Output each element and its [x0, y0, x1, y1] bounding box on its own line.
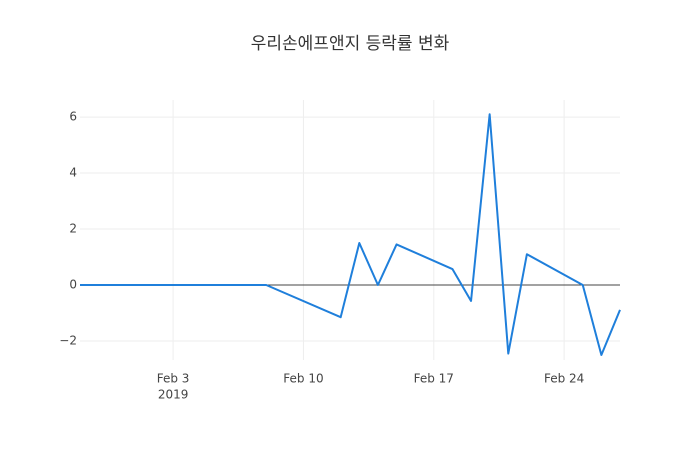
- y-tick-label: 2: [69, 222, 77, 236]
- x-tick-label: Feb 24: [544, 372, 584, 386]
- line: [80, 113, 621, 356]
- y-tick-label: 4: [69, 166, 77, 180]
- x-tick-label: Feb 10: [283, 372, 323, 386]
- y-tick-label: −2: [59, 333, 77, 347]
- y-tick-label: 0: [69, 277, 77, 291]
- x-tick-label: Feb 17: [414, 372, 454, 386]
- y-tick-label: 6: [69, 110, 77, 124]
- chart-title: 우리손에프앤지 등락률 변화: [251, 34, 450, 54]
- x-tick-label: Feb 3: [157, 372, 190, 386]
- x-year-label: 2019: [158, 388, 189, 402]
